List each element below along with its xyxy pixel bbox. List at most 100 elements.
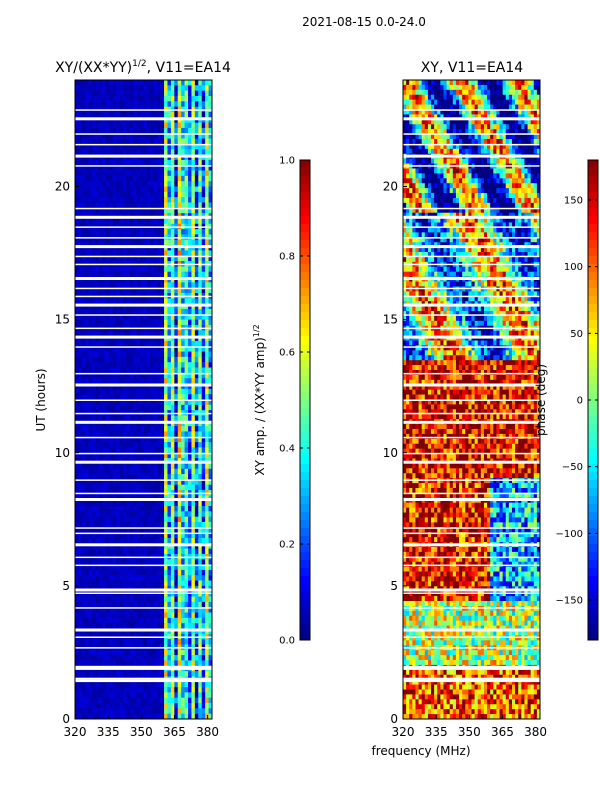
missing-data-row — [403, 607, 540, 609]
missing-data-row — [75, 109, 212, 111]
missing-data-row — [75, 592, 212, 594]
missing-data-row — [75, 154, 212, 158]
colorbar-tick-label: 0.2 — [279, 540, 295, 551]
missing-data-row — [403, 255, 540, 258]
missing-data-row — [75, 303, 212, 307]
missing-data-row — [75, 679, 212, 683]
missing-data-row — [75, 647, 212, 649]
missing-data-row — [403, 327, 540, 330]
missing-data-row — [75, 527, 212, 529]
missing-data-row — [403, 383, 540, 387]
y-tick-label: 20 — [55, 180, 70, 194]
missing-data-row — [403, 498, 540, 501]
missing-data-row — [403, 647, 540, 649]
missing-data-row — [403, 479, 540, 481]
figure-date-title: 2021-08-15 0.0-24.0 — [302, 15, 426, 29]
missing-data-row — [403, 460, 540, 464]
missing-data-row — [75, 460, 212, 464]
y-tick-label: 10 — [55, 446, 70, 460]
left-y-axis-label: UT (hours) — [34, 368, 48, 431]
colorbar-tick-label: 0.0 — [279, 636, 295, 647]
missing-data-row — [75, 532, 212, 535]
y-tick-label: 10 — [383, 446, 398, 460]
missing-data-row — [403, 277, 540, 280]
missing-data-row — [75, 314, 212, 316]
missing-data-row — [403, 636, 540, 638]
left-colorbar-label: XY amp. / (XX*YY amp)1/2 — [252, 324, 267, 475]
left-colorbar: 0.0 0.2 0.4 0.6 0.8 1.0 — [279, 156, 311, 647]
x-axis-label: frequency (MHz) — [371, 744, 470, 758]
x-tick-label: 365 — [163, 725, 186, 739]
missing-data-row — [75, 492, 212, 495]
colorbar-tick-label: 50 — [570, 329, 583, 340]
missing-data-row — [75, 383, 212, 387]
missing-data-row — [75, 452, 212, 455]
missing-data-row — [403, 372, 540, 375]
right-colorbar-label: phase (deg) — [534, 364, 548, 436]
missing-data-row — [403, 226, 540, 228]
right-heatmap: 320 335 350 365 380 0 5 10 15 20 — [383, 79, 547, 739]
x-tick-label: 350 — [458, 725, 481, 739]
x-tick-label: 350 — [130, 725, 153, 739]
colorbar-frame — [299, 159, 311, 641]
missing-data-row — [75, 277, 212, 280]
y-tick-label: 0 — [62, 712, 70, 726]
missing-data-row — [75, 636, 212, 638]
y-tick-label: 20 — [383, 180, 398, 194]
missing-data-row — [75, 628, 212, 632]
y-tick-label: 5 — [390, 579, 398, 593]
missing-data-row — [403, 154, 540, 158]
y-tick-label: 15 — [55, 313, 70, 327]
left-panel-title: XY/(XX*YY)1/2, V11=EA14 — [55, 59, 231, 76]
missing-data-row — [75, 588, 212, 592]
colorbar-tick-label: 100 — [564, 262, 583, 273]
x-tick-label: 380 — [196, 725, 219, 739]
missing-data-row — [403, 165, 540, 167]
colorbar-tick-label: 150 — [564, 196, 583, 207]
missing-data-row — [75, 607, 212, 609]
missing-data-row — [75, 133, 212, 135]
x-tick-label: 335 — [425, 725, 448, 739]
x-tick-label: 320 — [392, 725, 415, 739]
colorbar-tick-label: 0.8 — [279, 252, 295, 263]
missing-data-row — [75, 556, 212, 559]
y-tick-label: 0 — [390, 712, 398, 726]
missing-data-row — [403, 314, 540, 316]
x-tick-label: 380 — [524, 725, 547, 739]
missing-data-row — [75, 117, 212, 121]
missing-data-row — [403, 436, 540, 439]
y-tick-label: 5 — [62, 579, 70, 593]
right-colorbar: −150 −100 −50 0 50 100 150 — [556, 159, 599, 641]
colorbar-tick-label: 0.6 — [279, 348, 295, 359]
missing-data-row — [403, 346, 540, 348]
missing-data-row — [75, 226, 212, 228]
missing-data-row — [75, 564, 212, 567]
missing-data-row — [75, 255, 212, 258]
missing-data-row — [403, 679, 540, 683]
missing-data-row — [403, 628, 540, 632]
plot-frame — [402, 79, 541, 720]
missing-data-row — [75, 412, 212, 415]
missing-data-row — [403, 143, 540, 146]
missing-data-row — [403, 133, 540, 135]
missing-data-row — [75, 479, 212, 481]
plot-frame — [74, 79, 213, 720]
missing-data-row — [75, 498, 212, 501]
missing-data-row — [75, 215, 212, 219]
missing-data-row — [403, 556, 540, 559]
colorbar-tick-label: 1.0 — [279, 156, 295, 167]
x-tick-label: 320 — [64, 725, 87, 739]
missing-data-row — [75, 327, 212, 330]
missing-data-row — [75, 346, 212, 348]
missing-data-row — [403, 564, 540, 567]
missing-data-row — [403, 109, 540, 111]
colorbar-tick-label: 0.4 — [279, 444, 295, 455]
x-tick-label: 365 — [491, 725, 514, 739]
missing-data-row — [75, 165, 212, 167]
colorbar-tick-label: −100 — [556, 529, 583, 540]
missing-data-row — [403, 668, 540, 670]
missing-data-row — [403, 420, 540, 424]
missing-data-row — [75, 436, 212, 439]
missing-data-row — [403, 303, 540, 307]
